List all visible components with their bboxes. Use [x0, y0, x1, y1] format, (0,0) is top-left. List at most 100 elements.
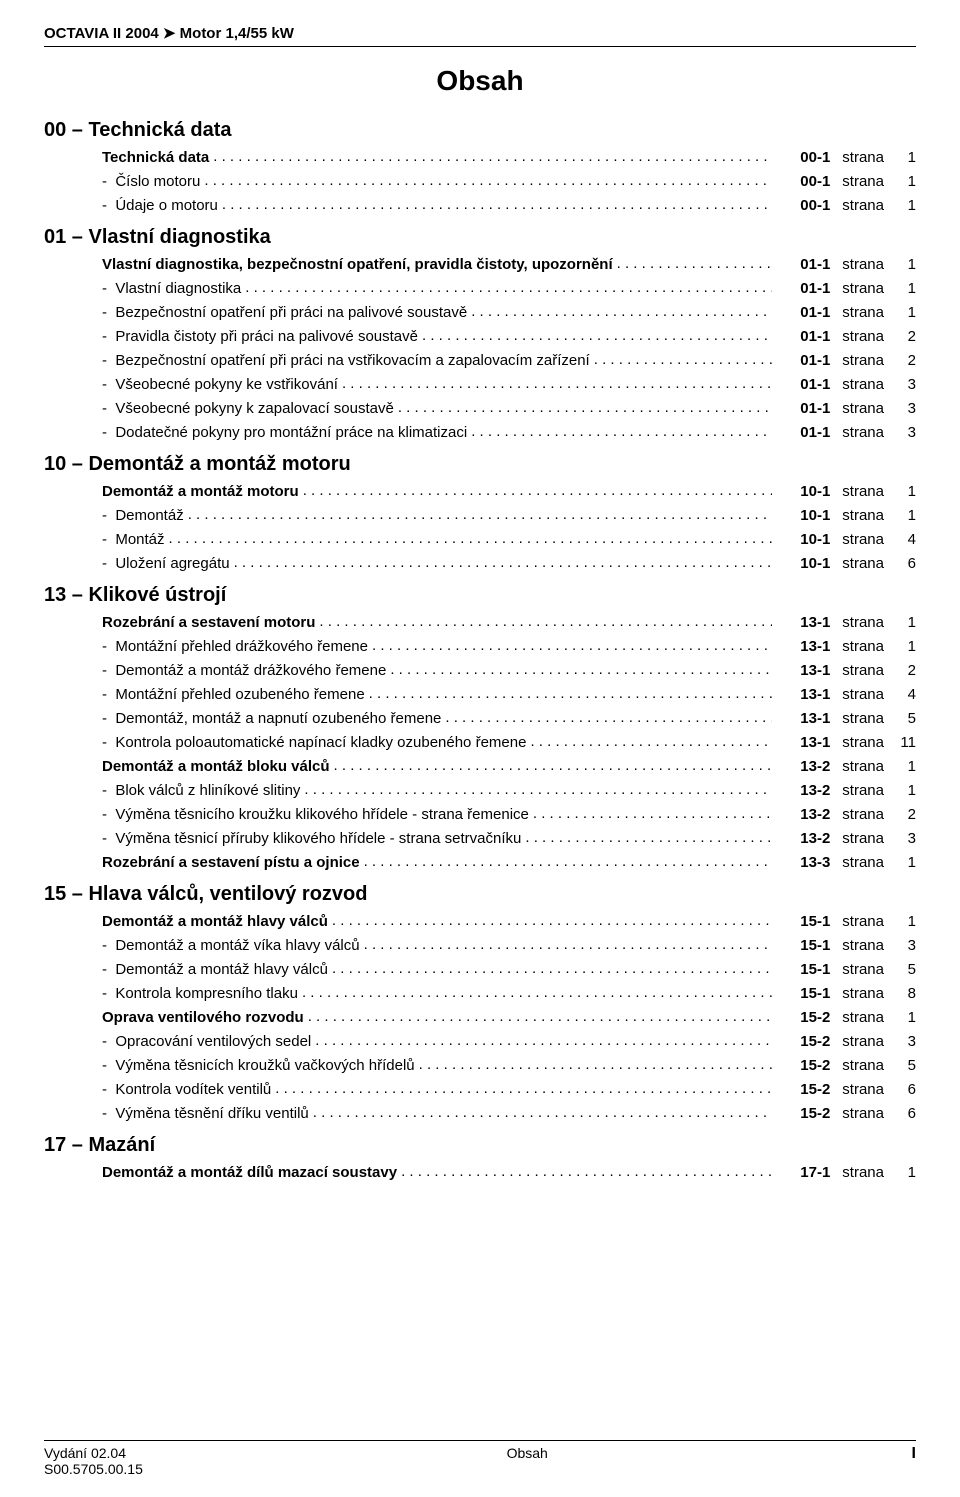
toc-item-row: - Kontrola poloautomatické napínací klad… [44, 731, 916, 755]
toc-page-number: 1 [888, 851, 916, 875]
toc-strana-word: strana [842, 1030, 888, 1054]
toc-label: - Pravidla čistoty při práci na palivové… [102, 325, 418, 349]
toc-page-number: 3 [888, 827, 916, 851]
toc-strana-word: strana [842, 504, 888, 528]
toc-page-number: 3 [888, 1030, 916, 1054]
toc-label: - Opracování ventilových sedel [102, 1030, 311, 1054]
toc-page-number: 5 [888, 958, 916, 982]
toc-label: - Dodatečné pokyny pro montážní práce na… [102, 421, 467, 445]
toc-label: - Kontrola vodítek ventilů [102, 1078, 271, 1102]
toc-page-number: 4 [888, 528, 916, 552]
toc-label: Demontáž a montáž dílů mazací soustavy [102, 1161, 397, 1185]
toc-page-number: 6 [888, 1102, 916, 1126]
toc-page-number: 11 [888, 731, 916, 755]
footer-left: Vydání 02.04 S00.5705.00.15 [44, 1445, 143, 1477]
toc-page-number: 2 [888, 659, 916, 683]
toc-chapter: 13-1 [776, 659, 842, 683]
toc-leader-dots [234, 551, 773, 575]
toc-label: - Uložení agregátu [102, 552, 230, 576]
toc-chapter: 10-1 [776, 528, 842, 552]
toc-chapter: 15-1 [776, 958, 842, 982]
toc-item-row: - Opracování ventilových sedel15-2strana… [44, 1030, 916, 1054]
toc-label: - Kontrola kompresního tlaku [102, 982, 298, 1006]
page: OCTAVIA II 2004 ➤ Motor 1,4/55 kW Obsah … [0, 0, 960, 1497]
toc-chapter: 15-1 [776, 910, 842, 934]
toc-chapter: 10-1 [776, 480, 842, 504]
toc-label: - Demontáž a montáž hlavy válců [102, 958, 328, 982]
toc-page-number: 1 [888, 755, 916, 779]
footer-row: Vydání 02.04 S00.5705.00.15 Obsah I [44, 1445, 916, 1477]
toc-leader-dots [303, 479, 773, 503]
toc-page-number: 2 [888, 349, 916, 373]
toc-label: - Vlastní diagnostika [102, 277, 241, 301]
toc-label: Demontáž a montáž hlavy válců [102, 910, 328, 934]
toc-leader-dots [169, 527, 773, 551]
toc-strana-word: strana [842, 253, 888, 277]
toc-strana-word: strana [842, 325, 888, 349]
toc-strana-word: strana [842, 1078, 888, 1102]
toc-label: - Všeobecné pokyny k zapalovací soustavě [102, 397, 394, 421]
toc-strana-word: strana [842, 301, 888, 325]
toc-leader-dots [213, 145, 772, 169]
toc-label: - Číslo motoru [102, 170, 200, 194]
toc-chapter: 13-1 [776, 731, 842, 755]
toc-leader-dots [372, 634, 772, 658]
toc-chapter: 15-2 [776, 1078, 842, 1102]
toc-leader-dots [533, 802, 772, 826]
toc-strana-word: strana [842, 683, 888, 707]
toc-page-number: 1 [888, 504, 916, 528]
toc-item-row: - Montážní přehled ozubeného řemene 13-1s… [44, 683, 916, 707]
toc-leader-dots [401, 1160, 772, 1184]
toc-item-row: - Demontáž, montáž a napnutí ozubeného ř… [44, 707, 916, 731]
toc-label: - Blok válců z hliníkové slitiny [102, 779, 300, 803]
toc-leader-dots [315, 1029, 772, 1053]
toc-item-row: - Pravidla čistoty při práci na palivové… [44, 325, 916, 349]
toc-strana-word: strana [842, 1161, 888, 1185]
toc-item-row: - Uložení agregátu10-1strana6 [44, 552, 916, 576]
toc-strana-word: strana [842, 349, 888, 373]
toc-group-row: Oprava ventilového rozvodu15-2strana1 [44, 1006, 916, 1030]
toc-strana-word: strana [842, 910, 888, 934]
toc-chapter: 17-1 [776, 1161, 842, 1185]
toc-item-row: - Demontáž10-1strana1 [44, 504, 916, 528]
toc-chapter: 00-1 [776, 170, 842, 194]
toc-label: - Údaje o motoru [102, 194, 218, 218]
toc-leader-dots [422, 324, 772, 348]
toc-chapter: 13-1 [776, 683, 842, 707]
toc-strana-word: strana [842, 659, 888, 683]
toc-strana-word: strana [842, 934, 888, 958]
toc-chapter: 15-2 [776, 1006, 842, 1030]
toc-item-row: - Kontrola kompresního tlaku15-1strana8 [44, 982, 916, 1006]
toc-leader-dots [419, 1053, 773, 1077]
toc-strana-word: strana [842, 779, 888, 803]
toc-strana-word: strana [842, 277, 888, 301]
toc-leader-dots [245, 276, 772, 300]
toc-strana-word: strana [842, 827, 888, 851]
toc-page-number: 5 [888, 707, 916, 731]
toc-strana-word: strana [842, 635, 888, 659]
toc-section-heading: 00 – Technická data [44, 119, 916, 142]
toc-page-number: 5 [888, 1054, 916, 1078]
toc-chapter: 01-1 [776, 301, 842, 325]
toc-leader-dots [364, 933, 773, 957]
toc-section-heading: 10 – Demontáž a montáž motoru [44, 453, 916, 476]
document-header: OCTAVIA II 2004 ➤ Motor 1,4/55 kW [44, 24, 916, 44]
toc-strana-word: strana [842, 194, 888, 218]
toc-chapter: 13-2 [776, 827, 842, 851]
toc-page-number: 1 [888, 1161, 916, 1185]
toc-item-row: - Výměna těsnicích kroužků vačkových hří… [44, 1054, 916, 1078]
toc-page-number: 1 [888, 146, 916, 170]
toc-leader-dots [304, 778, 772, 802]
toc-item-row: - Všeobecné pokyny k zapalovací soustavě… [44, 397, 916, 421]
toc-leader-dots [369, 682, 773, 706]
toc-page-number: 3 [888, 373, 916, 397]
toc-label: - Montážní přehled ozubeného řemene [102, 683, 365, 707]
toc-leader-dots [471, 300, 772, 324]
toc-leader-dots [332, 957, 772, 981]
toc-label: Rozebrání a sestavení pístu a ojnice [102, 851, 360, 875]
toc-label: - Demontáž a montáž drážkového řemene [102, 659, 386, 683]
toc-leader-dots [308, 1005, 773, 1029]
toc-label: - Bezpečnostní opatření při práci na vst… [102, 349, 590, 373]
toc-label: - Bezpečnostní opatření při práci na pal… [102, 301, 467, 325]
toc-group-row: Demontáž a montáž motoru10-1strana1 [44, 480, 916, 504]
